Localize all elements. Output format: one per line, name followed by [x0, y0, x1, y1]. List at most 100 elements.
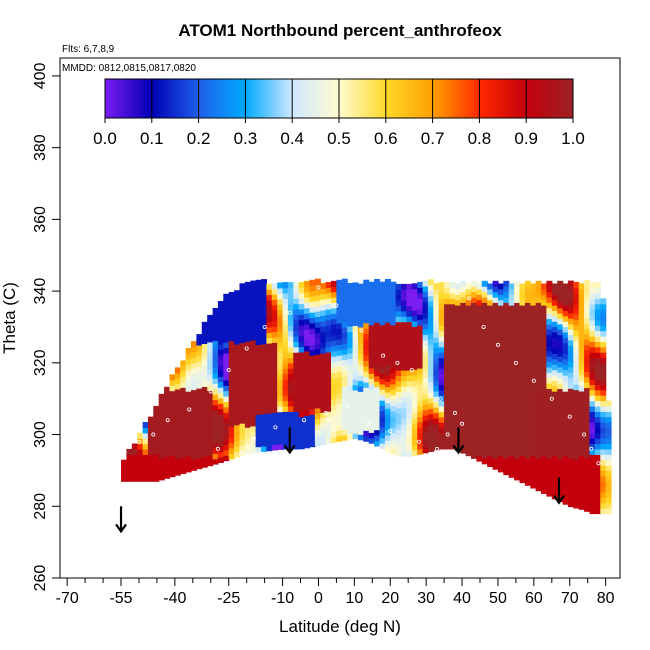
heatmap-cell — [304, 436, 311, 443]
heatmap-cell — [427, 306, 434, 313]
heatmap-cell — [535, 361, 542, 368]
heatmap-cell — [261, 424, 267, 431]
heatmap-cell — [487, 434, 494, 441]
heatmap-cell — [309, 339, 316, 345]
heatmap-cell — [562, 434, 569, 441]
heatmap-cell — [589, 465, 596, 471]
heatmap-cell — [287, 405, 294, 412]
heatmap-cell — [427, 392, 434, 399]
heatmap-cell — [460, 383, 467, 389]
heatmap-cell — [368, 378, 375, 385]
heatmap-cell — [309, 295, 316, 302]
heatmap-cell — [465, 331, 472, 338]
heatmap-cell — [551, 326, 558, 333]
heatmap-cell — [551, 444, 558, 451]
heatmap-cell — [217, 408, 224, 415]
heatmap-cell — [384, 370, 391, 377]
heatmap-cell — [341, 364, 348, 371]
heatmap-cell — [379, 421, 386, 428]
down-arrow — [452, 427, 465, 455]
heatmap-cell — [320, 342, 327, 349]
heatmap-cell — [266, 316, 273, 323]
heatmap-cell — [217, 392, 224, 399]
heatmap-cell — [573, 330, 580, 337]
heatmap-cell — [427, 359, 434, 366]
heatmap-cell — [395, 434, 402, 441]
heatmap-cell — [266, 300, 273, 306]
heatmap-cell — [514, 372, 521, 379]
heatmap-cell — [411, 396, 418, 403]
heatmap-cell — [293, 373, 300, 380]
heatmap-cell — [427, 300, 434, 307]
heatmap-cell — [584, 425, 591, 432]
heatmap-cell — [223, 390, 230, 397]
heatmap-cell — [223, 422, 230, 429]
heatmap-cell — [180, 430, 187, 437]
heatmap-cell — [352, 325, 359, 332]
heatmap-cell — [336, 349, 343, 356]
heatmap-cell — [255, 295, 262, 302]
heatmap-cell — [164, 440, 171, 447]
heatmap-cell — [454, 305, 461, 311]
heatmap-cell — [374, 311, 381, 318]
colorbar-label: 0.2 — [187, 129, 211, 148]
heatmap-cell — [147, 470, 154, 477]
heatmap-cell — [293, 422, 300, 428]
heatmap-cell — [287, 411, 294, 418]
heatmap-cell — [147, 432, 154, 439]
heatmap-cell — [584, 328, 591, 335]
heatmap-cell — [255, 376, 262, 383]
heatmap-cell — [341, 278, 348, 285]
heatmap-cell — [411, 363, 418, 370]
heatmap-cell — [293, 427, 300, 434]
heatmap-cell — [261, 311, 267, 318]
heatmap-cell — [390, 383, 397, 390]
heatmap-cell — [465, 396, 472, 403]
heatmap-cell — [395, 402, 402, 409]
heatmap-cell — [578, 358, 585, 365]
heatmap-cell — [174, 367, 181, 374]
heatmap-cell — [481, 313, 488, 320]
heatmap-cell — [605, 465, 612, 471]
heatmap-cell — [390, 308, 397, 315]
heatmap-cell — [201, 440, 208, 447]
heatmap-cell — [304, 280, 311, 287]
heatmap-cell — [180, 392, 187, 399]
heatmap-cell — [594, 475, 601, 482]
colorbar: 0.0 0.1 0.2 0.3 0.4 0.5 0.6 0.7 0.8 0.9 1.0 — [93, 78, 585, 148]
heatmap-cell — [363, 344, 370, 351]
heatmap-cell — [476, 358, 483, 365]
heatmap-cell — [325, 325, 332, 331]
heatmap-cell — [411, 326, 418, 333]
heatmap-cell — [562, 466, 569, 473]
heatmap-cell — [207, 368, 214, 375]
heatmap-cell — [524, 458, 531, 465]
heatmap-cell — [600, 341, 607, 348]
heatmap-cell — [406, 364, 413, 371]
heatmap-cell — [460, 426, 467, 432]
heatmap-cell — [266, 445, 273, 452]
heatmap-cell — [535, 302, 542, 309]
heatmap-cell — [508, 418, 515, 424]
heatmap-cell — [320, 358, 327, 365]
heatmap-cell — [454, 369, 461, 376]
heatmap-cell — [228, 394, 235, 401]
heatmap-cell — [147, 475, 154, 482]
heatmap-cell — [460, 323, 467, 330]
x-tick-label: -25 — [217, 590, 240, 607]
heatmap-cell — [578, 466, 585, 473]
heatmap-cell — [406, 413, 413, 419]
heatmap-cell — [271, 342, 278, 349]
heatmap-cell — [314, 316, 321, 323]
heatmap-cell — [293, 384, 300, 391]
heatmap-cell — [255, 446, 262, 453]
heatmap-cell — [384, 381, 391, 388]
heatmap-cell — [395, 353, 402, 360]
heatmap-cell — [228, 410, 235, 417]
sample-point — [136, 439, 141, 444]
heatmap-cell — [567, 436, 574, 443]
heatmap-cell — [557, 340, 564, 346]
heatmap-cell — [395, 380, 402, 387]
heatmap-cell — [234, 333, 241, 340]
heatmap-cell — [304, 313, 311, 320]
